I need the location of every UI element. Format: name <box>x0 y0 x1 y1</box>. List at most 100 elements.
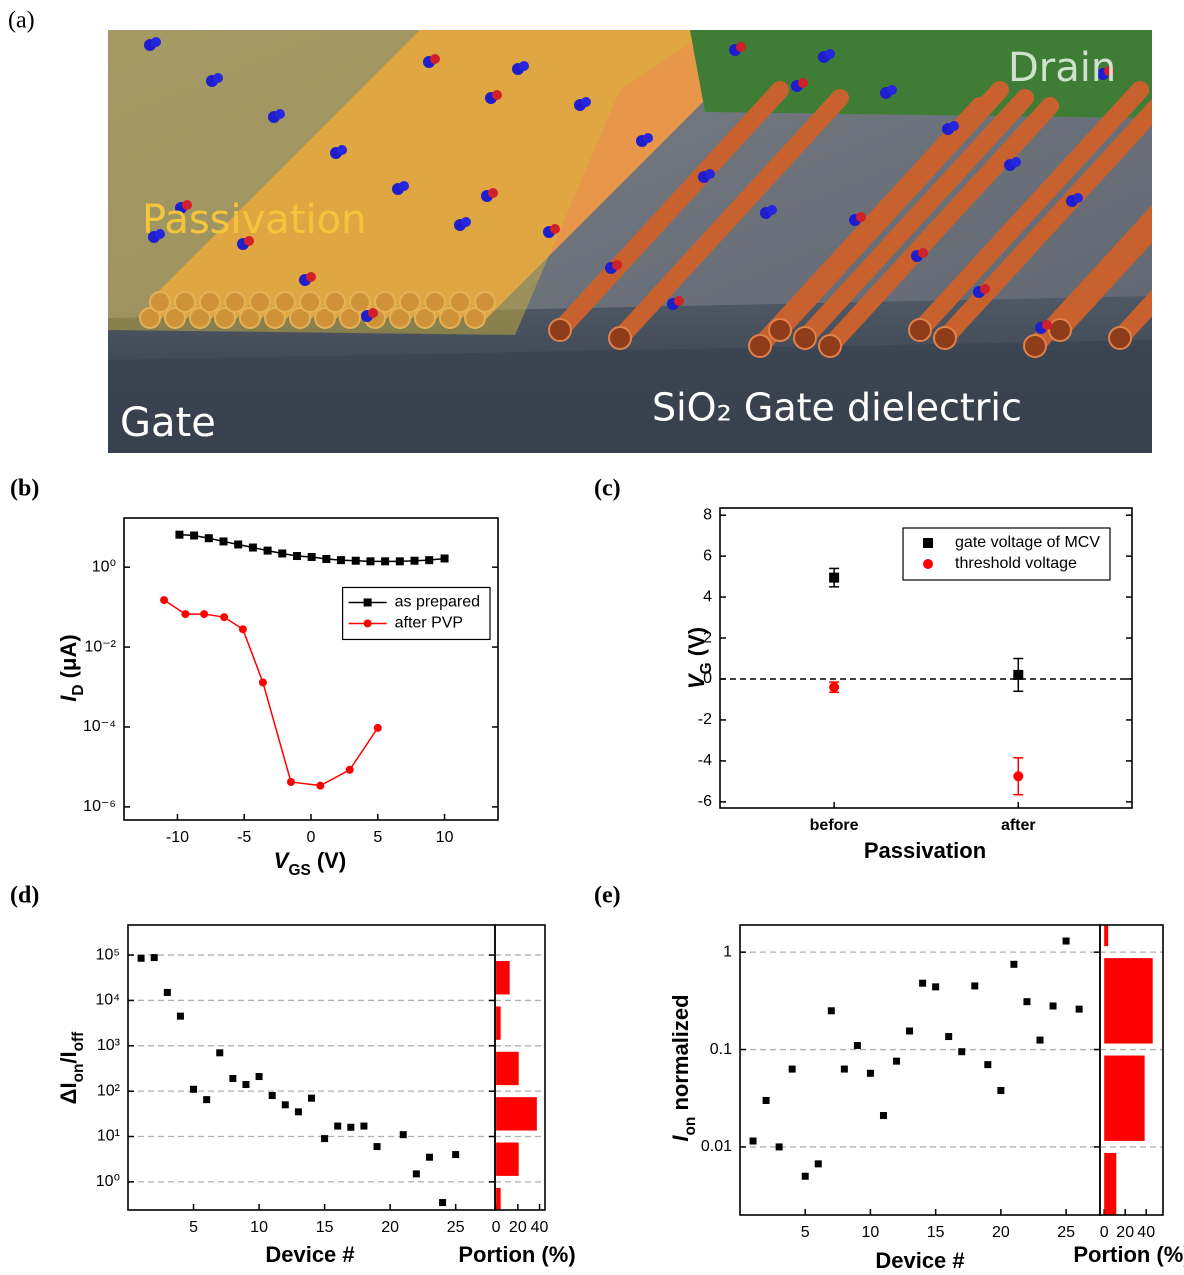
nanotube-end <box>1023 334 1047 358</box>
panel-label: (a) <box>8 8 35 34</box>
molecule <box>1042 320 1052 330</box>
chart: 0 20 40 <box>492 924 549 1236</box>
chart: 10⁰ 10¹ 10² 10³ 10⁴ 10⁵ 5 10 15 20 25 <box>95 924 496 1236</box>
nanotube-end <box>139 307 161 329</box>
marker <box>307 552 316 561</box>
nanotubes-passivated <box>139 30 776 329</box>
marker <box>399 1131 407 1139</box>
series-line <box>163 599 379 787</box>
y-tick-label: 8 <box>703 506 712 523</box>
nanotube <box>326 30 620 311</box>
marker <box>1013 669 1024 680</box>
axis-label-part: on <box>70 1064 87 1083</box>
drain-label: Drain <box>1008 45 1116 91</box>
molecule <box>949 121 959 131</box>
nanotube-end <box>264 307 286 329</box>
marker <box>923 538 934 548</box>
marker <box>292 552 301 561</box>
marker <box>220 613 229 622</box>
axes-frame <box>1099 924 1164 1216</box>
axis-label-part: I <box>56 695 81 702</box>
molecule <box>275 109 285 119</box>
marker <box>258 678 267 687</box>
axis-label: Device # <box>265 1242 354 1267</box>
axis-label-part: (V) <box>311 848 346 873</box>
marker <box>150 954 158 962</box>
marker <box>1062 937 1070 945</box>
nanotube-end <box>299 291 321 313</box>
x-tick-label: 0 <box>307 829 316 846</box>
marker <box>829 572 840 583</box>
marker <box>801 1172 809 1180</box>
molecule <box>155 229 165 239</box>
bar <box>496 1097 537 1131</box>
axis-label-part: normalized <box>668 994 693 1116</box>
marker <box>440 554 449 563</box>
nanotube-end <box>793 326 817 350</box>
nanotube-end <box>349 291 371 313</box>
y-tick-label: 10⁴ <box>95 992 120 1009</box>
molecule <box>1011 157 1021 167</box>
nanotube <box>551 81 789 339</box>
nanotube-end <box>189 307 211 329</box>
x-tick-label: 40 <box>1137 1224 1155 1241</box>
nanotube-end <box>424 291 446 313</box>
axis-label-part: ΔI <box>56 1082 81 1104</box>
marker <box>234 540 243 549</box>
marker <box>1013 771 1024 782</box>
nanotube-end <box>274 291 296 313</box>
marker <box>1023 998 1031 1006</box>
x-tick-label: after <box>1001 817 1036 834</box>
y-tick-label: -6 <box>698 793 712 810</box>
chart: -6 -4 -2 0 2 4 6 8 before after gate voltage of MC… <box>698 506 1133 834</box>
molecules <box>144 37 1114 334</box>
nanotube <box>301 30 595 311</box>
chart: 0.010.115 10 15 20 25 <box>701 924 1101 1241</box>
molecule <box>581 97 591 107</box>
nanotube <box>426 30 720 311</box>
nanotube <box>821 97 1059 355</box>
nanotube-end <box>608 326 632 350</box>
molecule <box>856 212 866 222</box>
axis-label-part: D <box>70 684 87 695</box>
y-tick-label: 10⁻² <box>84 638 116 655</box>
marker <box>229 1075 237 1083</box>
marker <box>412 1170 420 1178</box>
axis-label: Passivation <box>864 838 986 863</box>
axis-label-part: (V) <box>684 627 709 662</box>
marker <box>345 765 354 774</box>
y-tick-label: -4 <box>698 752 712 769</box>
nanotube-end <box>324 291 346 313</box>
molecule <box>767 205 777 215</box>
nanotube-end <box>224 291 246 313</box>
x-tick-label: 5 <box>189 1219 198 1236</box>
axis-label: VG (V) <box>684 627 715 689</box>
marker <box>255 1073 263 1081</box>
marker <box>866 1069 874 1077</box>
nanotube <box>226 30 520 311</box>
bar <box>496 1051 519 1086</box>
marker <box>919 979 927 987</box>
molecule <box>887 85 897 95</box>
gate-label: Gate <box>120 400 216 446</box>
panel-label: (e) <box>594 883 621 909</box>
marker <box>395 557 404 566</box>
nanotube-end <box>164 307 186 329</box>
axis-label-part: GS <box>288 862 310 879</box>
marker <box>281 1101 289 1109</box>
nanotube-end <box>249 291 271 313</box>
nanotube-end <box>214 307 236 329</box>
x-tick-label: 20 <box>381 1219 399 1236</box>
y-tick-label: 0.1 <box>710 1041 732 1058</box>
marker <box>410 556 419 565</box>
nanotube <box>151 30 445 311</box>
marker <box>762 1096 770 1104</box>
nanotube-end <box>374 291 396 313</box>
nanotube <box>401 30 695 311</box>
molecule <box>244 236 254 246</box>
x-tick-label: 20 <box>1116 1224 1134 1241</box>
marker <box>200 610 209 619</box>
marker <box>263 546 272 555</box>
panel-label: (c) <box>594 476 621 502</box>
x-tick-label: 40 <box>531 1219 549 1236</box>
